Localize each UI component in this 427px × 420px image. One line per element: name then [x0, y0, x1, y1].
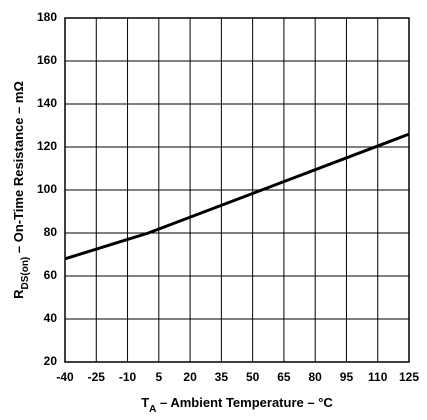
x-tick-label: 95 [340, 370, 354, 384]
x-tick-label: 35 [215, 370, 229, 384]
y-label-main: R [11, 289, 26, 299]
x-tick-label: 110 [368, 370, 388, 384]
x-tick-label: -25 [88, 370, 106, 384]
x-tick-label: 20 [183, 370, 197, 384]
data-line [64, 132, 410, 261]
y-tick-label: 80 [44, 225, 58, 239]
x-tick-label: -10 [119, 370, 137, 384]
x-label-rest: – Ambient Temperature – °C [156, 395, 333, 410]
y-label-sub: DS(on) [20, 257, 31, 290]
y-tick-label: 60 [44, 268, 58, 282]
x-tick-label: 125 [399, 370, 419, 384]
y-tick-label: 100 [37, 182, 57, 196]
x-axis-label: TA – Ambient Temperature – °C [141, 395, 333, 415]
x-tick-label: 80 [309, 370, 323, 384]
y-tick-label: 20 [44, 354, 58, 368]
x-label-main: T [141, 395, 149, 410]
y-tick-label: 40 [44, 311, 58, 325]
x-tick-label: 5 [155, 370, 162, 384]
y-label-rest: – On-Time Resistance – mΩ [11, 81, 26, 257]
x-label-sub: A [149, 404, 156, 415]
y-tick-label: 140 [37, 96, 57, 110]
y-tick-label: 160 [37, 53, 57, 67]
x-tick-label: 65 [277, 370, 291, 384]
plot-frame [64, 17, 410, 363]
x-tick-label: 50 [246, 370, 260, 384]
y-axis-label: RDS(on) – On-Time Resistance – mΩ [11, 81, 31, 299]
y-tick-label: 180 [37, 10, 57, 24]
y-tick-label: 120 [37, 139, 57, 153]
x-tick-label: -40 [56, 370, 74, 384]
